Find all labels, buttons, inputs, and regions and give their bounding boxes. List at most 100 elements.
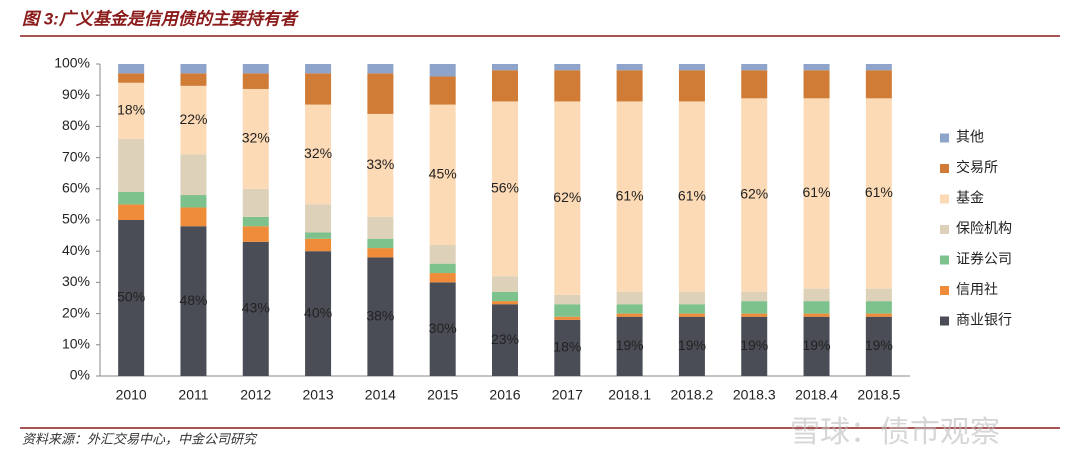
data-label: 19% bbox=[678, 337, 706, 353]
data-label: 61% bbox=[678, 187, 706, 203]
data-label: 18% bbox=[117, 102, 145, 118]
legend-swatch bbox=[940, 316, 949, 326]
bar-segment bbox=[180, 64, 207, 74]
bar-segment bbox=[865, 288, 892, 302]
data-label: 18% bbox=[553, 339, 581, 355]
bar-segment bbox=[242, 226, 269, 242]
bar-segment bbox=[678, 101, 705, 292]
x-tick-label: 2017 bbox=[552, 387, 583, 403]
legend-label: 保险机构 bbox=[956, 220, 1012, 236]
data-label: 19% bbox=[740, 337, 768, 353]
y-tick-label: 70% bbox=[62, 148, 90, 164]
y-tick-label: 90% bbox=[62, 86, 90, 102]
bar-segment bbox=[865, 64, 892, 71]
bar-segment bbox=[554, 64, 581, 71]
x-tick-label: 2018.3 bbox=[733, 387, 776, 403]
data-label: 61% bbox=[803, 184, 831, 200]
bar-segment bbox=[367, 238, 394, 249]
bar-segment bbox=[616, 291, 643, 305]
y-tick-label: 30% bbox=[62, 273, 90, 289]
legend-swatch bbox=[940, 133, 949, 143]
x-tick-label: 2012 bbox=[240, 387, 271, 403]
bar-segment bbox=[741, 98, 768, 292]
bar-segment bbox=[616, 316, 643, 376]
data-label: 62% bbox=[553, 189, 581, 205]
bar-segment bbox=[305, 104, 332, 205]
bar-segment bbox=[803, 301, 830, 314]
legend-swatch bbox=[940, 194, 949, 204]
bar-segment bbox=[865, 70, 892, 99]
data-label: 30% bbox=[429, 320, 457, 336]
bar-segment bbox=[367, 216, 394, 239]
bar-segment bbox=[242, 241, 269, 376]
bar-segment bbox=[429, 263, 456, 274]
bar-segment bbox=[242, 88, 269, 189]
bar-segment bbox=[429, 104, 456, 245]
y-tick-label: 50% bbox=[62, 211, 90, 227]
data-label: 45% bbox=[429, 165, 457, 181]
data-label: 62% bbox=[740, 186, 768, 202]
bar-segment bbox=[616, 313, 643, 317]
legend-label: 信用社 bbox=[956, 281, 998, 297]
data-label: 43% bbox=[242, 300, 270, 316]
bar-segment bbox=[865, 316, 892, 376]
bar-segment bbox=[180, 207, 207, 227]
bar-segment bbox=[803, 288, 830, 302]
bar-segment bbox=[180, 154, 207, 196]
legend-swatch bbox=[940, 286, 949, 295]
bar-segment bbox=[180, 226, 207, 376]
y-tick-label: 60% bbox=[62, 180, 90, 196]
bar-segment bbox=[367, 248, 394, 258]
bar-segment bbox=[429, 64, 456, 77]
bar-segment bbox=[678, 313, 705, 317]
bar-segment bbox=[554, 294, 581, 305]
bar-segment bbox=[616, 70, 643, 102]
bar-segment bbox=[554, 101, 581, 295]
bar-segment bbox=[429, 273, 456, 283]
data-label: 22% bbox=[179, 111, 207, 127]
bar-segment bbox=[118, 220, 145, 376]
data-label: 32% bbox=[242, 130, 270, 146]
bar-segment bbox=[741, 313, 768, 317]
legend-label: 商业银行 bbox=[956, 312, 1012, 328]
bar-segment bbox=[305, 232, 332, 239]
bar-segment bbox=[492, 276, 518, 292]
bar-segment bbox=[242, 73, 269, 89]
bar-segment bbox=[678, 304, 705, 314]
bar-segment bbox=[429, 282, 456, 376]
data-label: 50% bbox=[117, 289, 145, 305]
y-tick-label: 0% bbox=[70, 367, 90, 383]
bar-segment bbox=[367, 64, 394, 74]
data-label: 32% bbox=[304, 145, 332, 161]
bar-segment bbox=[554, 319, 581, 376]
x-tick-label: 2016 bbox=[489, 387, 520, 403]
bar-segment bbox=[118, 82, 145, 139]
bar-segment bbox=[305, 251, 332, 376]
bar-segment bbox=[492, 304, 518, 376]
y-tick-label: 80% bbox=[62, 117, 90, 133]
legend-label: 交易所 bbox=[956, 159, 998, 175]
bar-segment bbox=[803, 316, 830, 376]
bar-segment bbox=[367, 73, 394, 114]
x-tick-label: 2014 bbox=[365, 387, 396, 403]
legend-swatch bbox=[940, 255, 949, 265]
bar-segment bbox=[741, 316, 768, 376]
bar-segment bbox=[554, 304, 581, 317]
bar-segment bbox=[305, 73, 332, 105]
bar-segment bbox=[305, 64, 332, 74]
x-tick-label: 2018.4 bbox=[795, 387, 838, 403]
data-label: 19% bbox=[865, 337, 893, 353]
bar-segment bbox=[678, 291, 705, 305]
bar-segment bbox=[492, 291, 518, 302]
bar-segment bbox=[865, 313, 892, 317]
data-label: 19% bbox=[616, 337, 644, 353]
data-label: 23% bbox=[491, 331, 519, 347]
x-tick-label: 2010 bbox=[116, 387, 147, 403]
bar-segment bbox=[492, 70, 518, 102]
bar-segment bbox=[554, 316, 581, 320]
bar-segment bbox=[118, 138, 145, 192]
legend-label: 其他 bbox=[956, 129, 984, 145]
bar-segment bbox=[180, 73, 207, 86]
legend-label: 证券公司 bbox=[956, 251, 1012, 267]
